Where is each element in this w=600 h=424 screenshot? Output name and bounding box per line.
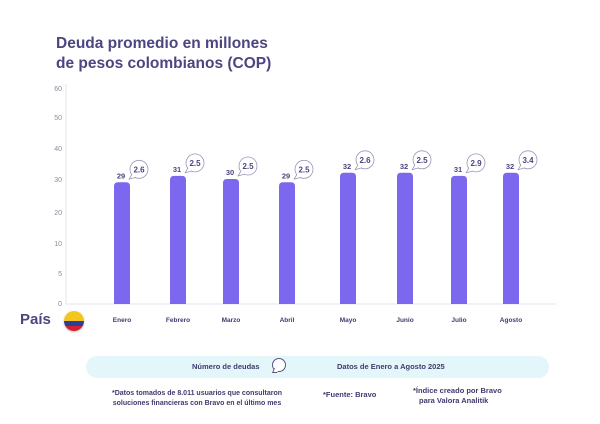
legend-period: Datos de Enero a Agosto 2025 [337,362,445,371]
x-tick-label: Julio [451,317,466,324]
x-tick-label: Mayo [340,317,357,324]
bar [223,179,239,304]
y-tick-label: 40 [54,146,62,153]
bar [503,172,519,304]
colombia-flag-icon [64,311,84,331]
y-tick-label: 50 [54,115,62,122]
x-tick-label: Enero [113,317,131,324]
footnote-fuente: *Fuente: Bravo [323,390,377,399]
count-bubble-tail [237,170,246,177]
data-label: 31 [173,165,181,174]
chart-title: Deuda promedio en millones de pesos colo… [56,34,271,74]
x-tick-label: Abril [280,317,295,324]
count-bubble [185,153,205,173]
count-bubble [129,159,149,179]
data-label: 31 [454,165,462,174]
data-label: 32 [506,162,514,171]
count-bubble [238,156,258,176]
x-tick-label: Junio [396,317,413,324]
chart-title-line-2: de pesos colombianos (COP) [56,55,272,72]
count-label: 2.5 [298,165,310,174]
y-tick-label: 0 [58,301,62,308]
x-tick-label: Febrero [166,317,190,324]
count-bubble-tail [128,174,137,180]
footnote-datos-line-1: *Datos tomados de 8.011 usuarios que con… [112,390,282,397]
chart-title-line-1: Deuda promedio en millones [56,35,268,52]
count-bubble-tail [465,167,474,174]
legend-bar [86,356,549,378]
data-label: 32 [400,162,408,171]
footnote-datos-line-2: soluciones financieras con Bravo en el ú… [112,400,282,407]
count-bubble [518,150,538,170]
count-bubble-tail [517,164,526,171]
bar [451,175,467,304]
count-label: 2.6 [359,156,371,165]
data-label: 29 [117,171,125,180]
y-tick-label: 60 [54,86,62,93]
y-tick-label: 10 [54,241,62,248]
bar [170,175,186,304]
bar [397,172,413,304]
speech-bubble-icon [272,358,286,372]
y-tick-label: 20 [54,210,62,217]
data-label: 29 [282,171,290,180]
footnote-indice-line-1: *Índice creado por Bravo [413,386,502,395]
x-tick-label: Agosto [500,317,522,324]
y-tick-label: 5 [58,271,62,278]
x-tick-label: Marzo [222,317,241,324]
y-tick-label: 30 [54,177,62,184]
count-label: 3.4 [522,156,534,165]
count-bubble-tail [293,174,302,180]
count-label: 2.6 [133,165,145,174]
bar [114,182,130,304]
footnote-datos: *Datos tomados de 8.011 usuarios que con… [112,389,282,409]
count-bubble [355,150,375,170]
bar [340,172,356,304]
count-bubble-tail [184,167,193,174]
count-bubble [294,159,314,179]
bar [279,182,295,304]
count-label: 2.5 [189,159,201,168]
country-label: País [20,311,51,328]
count-label: 2.9 [470,159,482,168]
count-bubble [412,150,432,170]
data-label: 32 [343,162,351,171]
count-bubble-tail [411,164,420,171]
count-label: 2.5 [242,162,254,171]
count-bubble [466,153,486,173]
count-label: 2.5 [416,156,428,165]
legend-deudas-label: Número de deudas [192,362,260,371]
footnote-indice-line-2: para Valora Analitik [419,396,489,405]
data-label: 30 [226,168,234,177]
count-bubble-tail [354,164,363,171]
footnote-indice: *Índice creado por Bravo para Valora Ana… [413,386,502,406]
